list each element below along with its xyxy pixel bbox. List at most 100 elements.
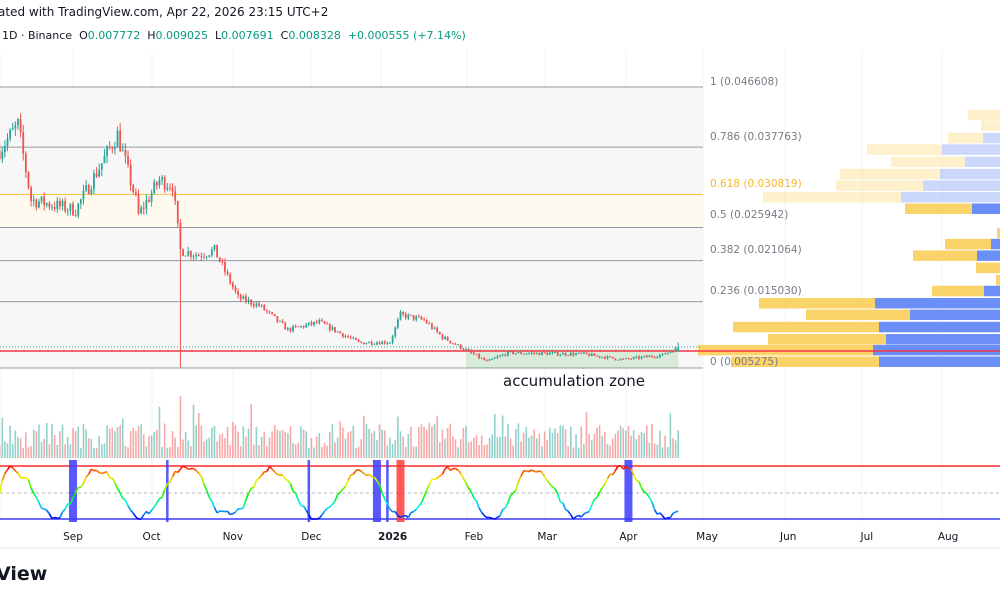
oscillator-segment — [277, 473, 281, 476]
oscillator-segment — [271, 468, 276, 473]
candle-body — [373, 344, 376, 346]
volume-profile-buy-bar — [731, 356, 879, 367]
volume-profile-buy-bar — [891, 156, 965, 168]
oscillator-segment — [528, 469, 532, 473]
oscillator-segment — [669, 512, 674, 519]
oscillator-segment — [216, 510, 221, 514]
oscillator-segment — [368, 473, 373, 478]
candle-body — [98, 169, 101, 177]
oscillator-segment — [598, 487, 603, 493]
oscillator-segment — [580, 513, 585, 518]
candle-body — [548, 353, 551, 355]
volume-profile-sell-bar — [873, 344, 1000, 356]
volume-bar — [43, 438, 45, 458]
candle-body — [208, 255, 211, 257]
oscillator-segment — [504, 502, 509, 509]
candle-body — [575, 353, 577, 356]
volume-bar — [114, 431, 116, 458]
volume-bar — [59, 431, 61, 458]
candle-body — [538, 352, 541, 356]
candle-body — [661, 353, 664, 356]
open-label: O — [79, 29, 88, 42]
candle-body — [404, 314, 407, 319]
volume-bar — [74, 431, 77, 458]
fib-level-label: 0 (0.005275) — [710, 356, 779, 368]
low-label: L — [215, 29, 222, 42]
candle-body — [229, 273, 232, 284]
candle-body — [334, 327, 336, 332]
oscillator-segment — [517, 475, 522, 483]
oscillator-segment — [551, 486, 556, 490]
volume-bar — [590, 439, 593, 458]
candle-body — [179, 222, 182, 250]
candle-body — [276, 316, 279, 322]
oscillator-segment — [30, 487, 35, 494]
candle-body — [32, 199, 35, 201]
volume-bar — [64, 444, 66, 458]
volume-bar — [559, 425, 562, 458]
volume-bar — [242, 426, 245, 458]
candle-body — [491, 358, 494, 360]
volume-bar — [386, 445, 389, 458]
oscillator-segment — [538, 470, 543, 474]
oscillator-segment — [101, 471, 105, 475]
candle-body — [93, 173, 95, 190]
volume-bar — [465, 425, 467, 458]
oscillator-segment — [213, 507, 218, 514]
candle-body — [190, 251, 192, 257]
volume-bar — [93, 447, 95, 458]
ohlc-legend: 1D · Binance O0.007772 H0.009025 L0.0076… — [2, 29, 466, 42]
oscillator-segment — [17, 472, 22, 479]
volume-bar — [40, 441, 43, 458]
close-value: 0.008328 — [288, 29, 341, 42]
candle-body — [140, 207, 143, 214]
candle-body — [441, 334, 444, 340]
volume-profile-buy-bar — [698, 344, 873, 356]
volume-bar — [137, 425, 140, 458]
volume-profile-sell-bar — [983, 132, 1000, 144]
volume-bar — [255, 426, 258, 458]
volume-bar — [467, 442, 470, 458]
oscillator-segment — [245, 492, 250, 501]
oscillator-segment — [420, 496, 425, 504]
candle-body — [452, 343, 454, 344]
oscillator-segment — [4, 469, 9, 474]
volume-bar — [46, 422, 48, 458]
oscillator-segment — [326, 506, 331, 510]
volume-bar — [538, 433, 541, 458]
candle-body — [169, 187, 171, 189]
oscillator-segment — [163, 483, 169, 490]
oscillator-segment — [211, 501, 216, 508]
volume-bar — [431, 426, 433, 458]
volume-bar — [171, 431, 174, 458]
volume-bar — [609, 445, 611, 458]
candle-body — [459, 344, 462, 349]
candle-body — [381, 341, 384, 345]
volume-profile-buy-bar — [996, 274, 1000, 286]
volume-bar — [32, 429, 35, 458]
candle-body — [258, 303, 260, 306]
candle-body — [134, 192, 137, 195]
oscillator-segment — [82, 476, 87, 484]
candle-body — [399, 311, 402, 320]
candle-body — [292, 326, 294, 332]
volume-bar — [522, 432, 525, 458]
candle-body — [38, 201, 40, 208]
candle-body — [444, 336, 446, 340]
candle-body — [200, 256, 203, 258]
volume-bar — [95, 447, 98, 458]
oscillator-segment — [51, 516, 55, 520]
oscillator-segment — [465, 482, 470, 489]
oscillator-segment — [559, 501, 564, 504]
oscillator-segment — [470, 491, 475, 499]
oscillator-segment — [6, 465, 11, 471]
candle-body — [82, 190, 85, 200]
volume-bar — [205, 439, 208, 458]
candle-body — [431, 323, 433, 329]
candle-body — [106, 146, 108, 156]
volume-profile-buy-bar — [913, 250, 977, 261]
candle-body — [95, 173, 98, 177]
candle-body — [197, 255, 200, 257]
volume-bar — [365, 424, 368, 458]
